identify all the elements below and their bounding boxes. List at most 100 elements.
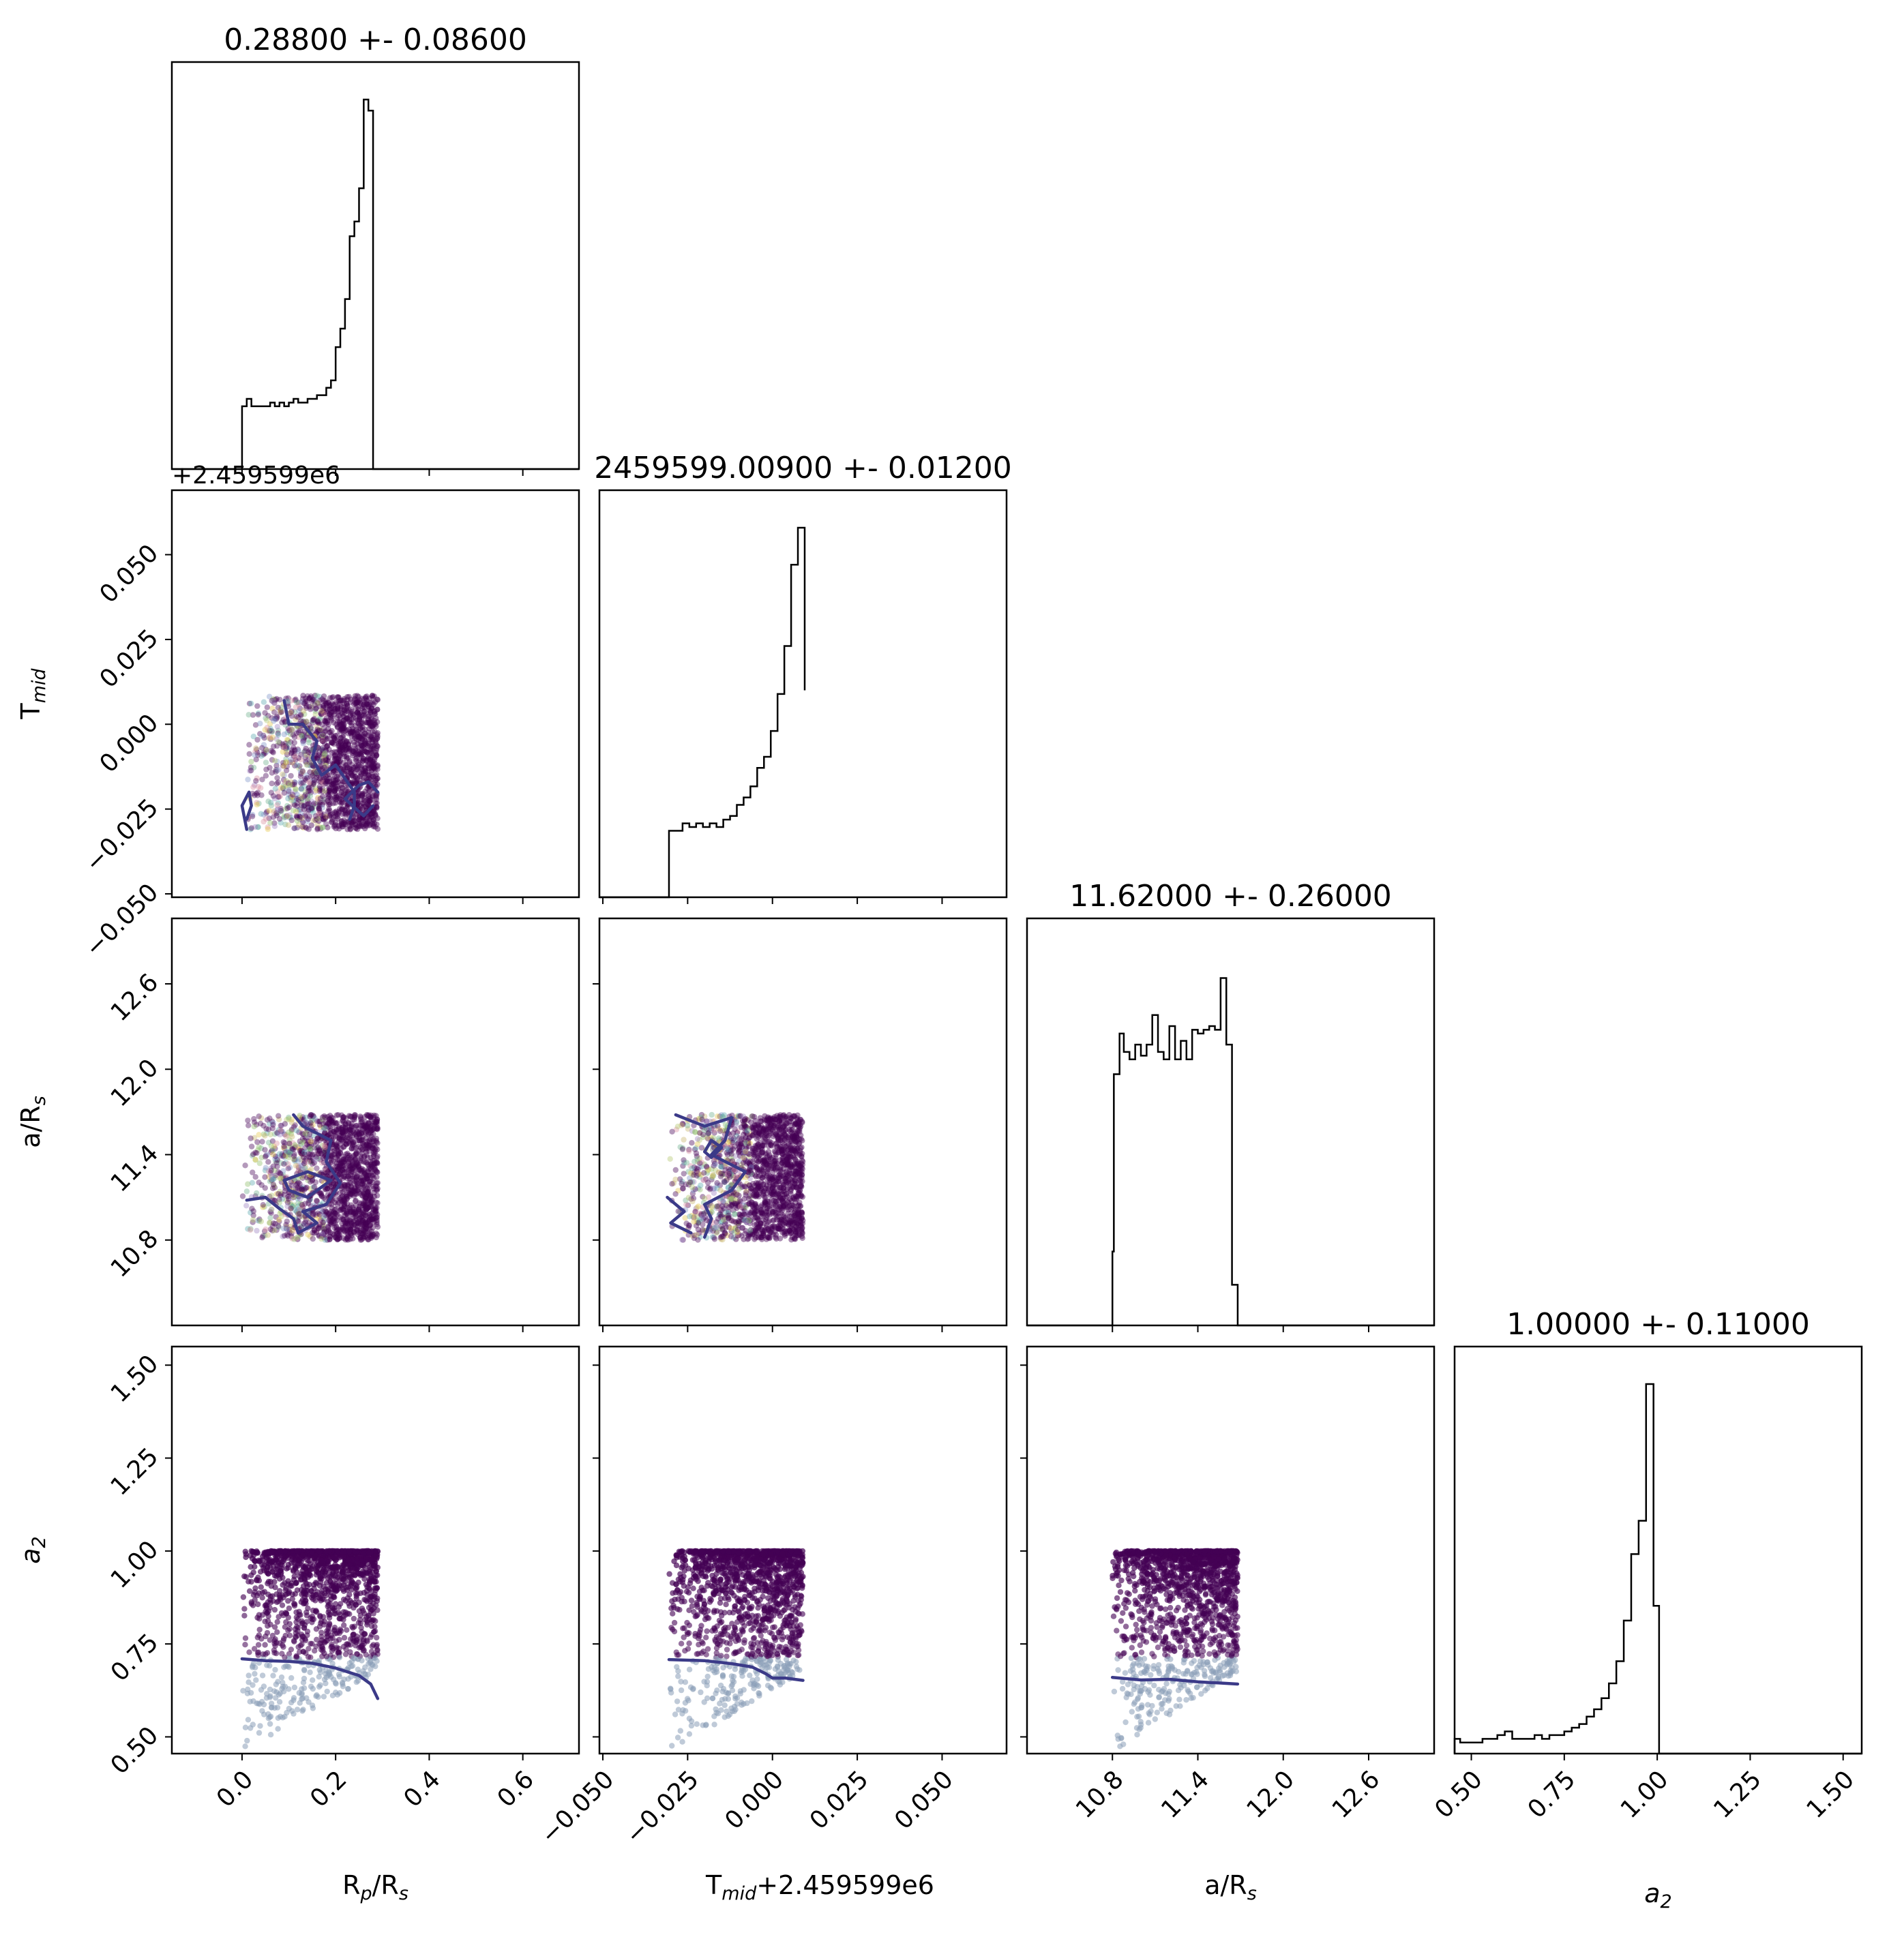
scatter-point xyxy=(331,768,338,775)
scatter-point xyxy=(308,1123,314,1130)
scatter-panel-rp-ars xyxy=(165,917,580,1332)
scatter-point xyxy=(270,1176,276,1182)
scatter-point xyxy=(344,765,351,771)
scatter-point xyxy=(288,1182,295,1188)
scatter-point xyxy=(788,1237,794,1243)
scatter-point xyxy=(267,820,273,826)
scatter-point xyxy=(301,1137,308,1144)
scatter-point xyxy=(348,767,355,773)
scatter-point xyxy=(259,745,265,751)
scatter-point xyxy=(338,1163,344,1169)
scatter-point xyxy=(353,779,360,785)
scatter-point xyxy=(374,1140,381,1146)
scatter-point xyxy=(335,709,341,716)
scatter-point xyxy=(348,1208,355,1214)
scatter-point xyxy=(316,799,323,805)
scatter-point xyxy=(334,723,341,730)
scatter-point xyxy=(285,1194,291,1200)
scatter-point xyxy=(348,822,354,828)
scatter-point xyxy=(254,1190,260,1197)
scatter-point xyxy=(318,813,324,820)
scatter-point xyxy=(712,1162,718,1168)
scatter-point xyxy=(348,1162,355,1169)
scatter-point xyxy=(355,762,362,768)
scatter-point xyxy=(359,1122,366,1128)
scatter-point xyxy=(343,1126,349,1132)
scatter-point xyxy=(315,720,321,726)
scatter-point xyxy=(355,717,361,723)
scatter-point xyxy=(354,1181,361,1187)
scatter-point xyxy=(318,1233,325,1240)
scatter-point xyxy=(250,784,256,790)
scatter-point xyxy=(366,1139,373,1145)
scatter-point xyxy=(342,747,348,753)
scatter-point xyxy=(354,710,360,717)
scatter-point xyxy=(322,779,329,785)
scatter-point xyxy=(331,741,337,747)
scatter-point xyxy=(284,805,291,811)
scatter-point xyxy=(254,1139,261,1145)
scatter-point xyxy=(274,775,280,781)
scatter-point xyxy=(339,725,345,732)
scatter-point xyxy=(788,1186,794,1193)
scatter-point xyxy=(323,748,329,754)
scatter-point xyxy=(374,697,381,703)
scatter-point xyxy=(355,1208,361,1214)
scatter-point xyxy=(280,744,286,750)
scatter-point xyxy=(323,1126,329,1132)
scatter-point xyxy=(371,1157,378,1164)
scatter-point xyxy=(319,738,325,745)
scatter-point xyxy=(364,702,371,708)
scatter-point xyxy=(301,1220,307,1227)
scatter-point xyxy=(355,751,361,757)
scatter-point xyxy=(322,1147,329,1153)
scatter-point xyxy=(327,785,333,792)
scatter-point xyxy=(316,703,323,710)
scatter-point xyxy=(332,780,338,786)
scatter-point xyxy=(357,803,364,809)
scatter-point xyxy=(307,706,314,712)
scatter-point xyxy=(327,787,333,794)
scatter-point xyxy=(360,1211,366,1218)
scatter-point xyxy=(344,1210,351,1217)
scatter-point xyxy=(299,815,305,822)
scatter-point xyxy=(316,720,323,726)
scatter-point xyxy=(291,779,298,785)
scatter-point xyxy=(714,1203,720,1210)
scatter-point xyxy=(250,1169,256,1175)
scatter-point xyxy=(346,707,352,714)
scatter-point xyxy=(320,824,326,830)
scatter-point xyxy=(336,1164,342,1170)
scatter-point xyxy=(253,745,259,751)
scatter-point xyxy=(294,762,300,768)
scatter-point xyxy=(363,1196,369,1202)
scatter-point xyxy=(359,719,365,725)
scatter-point xyxy=(286,792,292,798)
scatter-point xyxy=(351,1229,357,1235)
scatter-point xyxy=(285,698,291,704)
scatter-point xyxy=(294,800,300,807)
scatter-point xyxy=(361,1191,368,1198)
scatter-point xyxy=(308,1139,314,1145)
scatter-point xyxy=(371,1138,377,1144)
scatter-point xyxy=(270,743,277,750)
scatter-point xyxy=(368,700,374,706)
scatter-point xyxy=(278,704,285,710)
scatter-point xyxy=(292,753,298,760)
scatter-point xyxy=(344,1185,350,1191)
scatter-point xyxy=(317,1118,323,1125)
scatter-point xyxy=(345,1237,351,1243)
scatter-point xyxy=(302,813,309,820)
scatter-point xyxy=(319,777,325,783)
scatter-point xyxy=(314,1197,320,1204)
scatter-point xyxy=(329,709,336,716)
scatter-point xyxy=(364,1189,371,1195)
scatter-point xyxy=(301,749,308,755)
scatter-point xyxy=(333,1167,340,1173)
scatter-point xyxy=(331,785,337,792)
scatter-point xyxy=(371,779,377,786)
scatter-point xyxy=(261,1203,267,1210)
scatter-point xyxy=(368,757,374,764)
scatter-point xyxy=(306,813,313,820)
scatter-point xyxy=(331,711,338,718)
